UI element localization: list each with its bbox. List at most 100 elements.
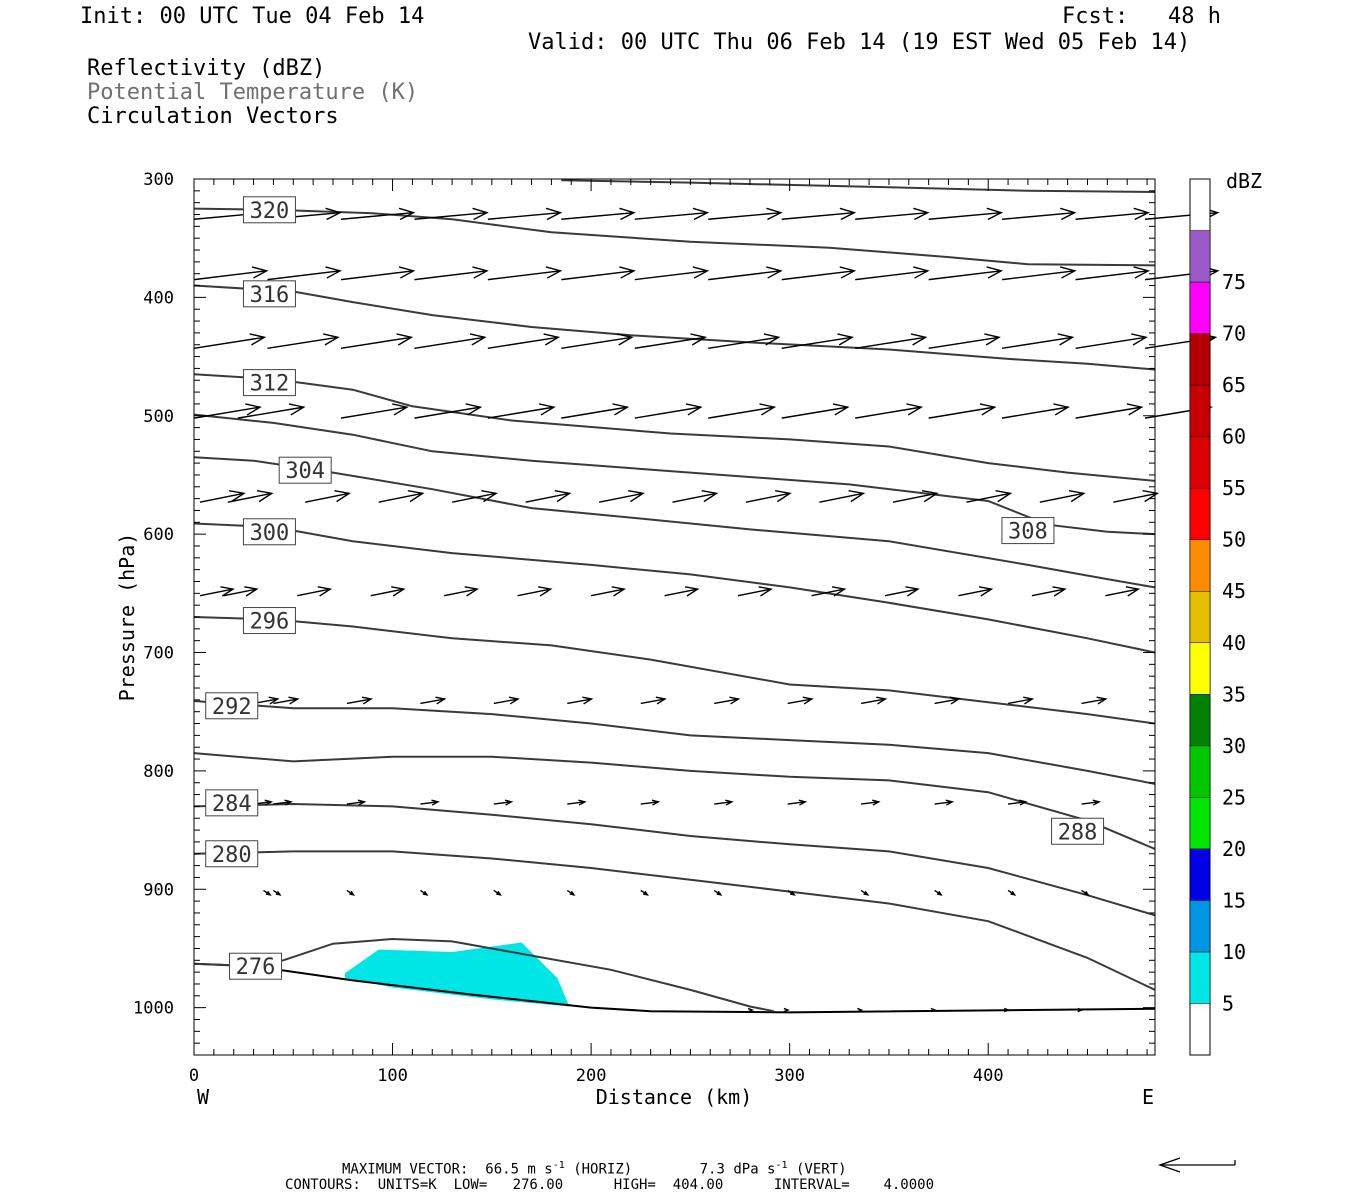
contour-label-text: 296 bbox=[250, 610, 290, 635]
circulation-vector bbox=[634, 403, 703, 419]
vector-head bbox=[396, 333, 414, 346]
circulation-vector bbox=[414, 207, 489, 221]
theta-contour-292 bbox=[194, 700, 1155, 785]
vector-head bbox=[284, 799, 293, 806]
vector-head bbox=[945, 799, 955, 806]
circulation-vector bbox=[781, 333, 854, 349]
vector-head bbox=[1131, 333, 1148, 346]
circulation-vector bbox=[1031, 586, 1067, 597]
vector-head bbox=[725, 799, 734, 806]
vector-head bbox=[930, 1007, 937, 1013]
vector-shaft bbox=[305, 492, 350, 503]
colorbar-swatch bbox=[1189, 745, 1211, 798]
vector-shaft bbox=[781, 406, 848, 419]
vector-shaft bbox=[451, 492, 497, 503]
colorbar: 5 10 15 20 25 30 35 40 45 50 55 60 65 70 75 bbox=[1189, 178, 1246, 1056]
circulation-vector bbox=[934, 696, 961, 705]
y-tick-label: 900 bbox=[143, 880, 174, 900]
vector-head bbox=[1059, 266, 1077, 279]
forecast-hour: Fcst: 48 h bbox=[1062, 4, 1221, 29]
vector-head bbox=[464, 586, 480, 597]
vector-shaft bbox=[855, 336, 926, 349]
vector-shaft bbox=[1031, 588, 1066, 597]
vector-head bbox=[949, 696, 961, 705]
circulation-vector bbox=[1002, 266, 1077, 281]
circulation-vector bbox=[561, 207, 636, 221]
vector-shaft bbox=[487, 211, 561, 220]
theta-contour-280 bbox=[194, 850, 1155, 991]
vector-head bbox=[1060, 207, 1077, 221]
circulation-vector bbox=[267, 333, 340, 349]
vector-shaft bbox=[855, 406, 922, 419]
colorbar-label: 10 bbox=[1222, 940, 1246, 964]
contour-label-312: 312 bbox=[242, 369, 296, 397]
vector-head bbox=[508, 696, 520, 705]
colorbar-swatch bbox=[1189, 642, 1211, 695]
vector-head bbox=[349, 890, 356, 896]
vector-head bbox=[391, 586, 406, 597]
circulation-vector bbox=[857, 1007, 864, 1013]
circulation-vector bbox=[811, 586, 847, 597]
circulation-vector bbox=[928, 333, 1001, 349]
vector-shaft bbox=[567, 698, 592, 705]
circulation-vector bbox=[672, 489, 719, 503]
circulation-vector bbox=[1002, 333, 1075, 349]
vector-shaft bbox=[781, 211, 855, 220]
circulation-vector bbox=[855, 333, 928, 349]
vector-shaft bbox=[934, 698, 959, 705]
colorbar-swatch bbox=[1189, 694, 1211, 747]
vector-shaft bbox=[193, 406, 261, 419]
colorbar-label: 35 bbox=[1222, 682, 1246, 706]
circulation-vector bbox=[561, 333, 634, 349]
max-vector-note: MAXIMUM VECTOR: 66.5 m s-1 (HORIZ) 7.3 d… bbox=[342, 1160, 847, 1178]
vector-head bbox=[545, 207, 563, 221]
contour-label-text: 284 bbox=[212, 792, 252, 817]
circulation-vector bbox=[340, 403, 409, 419]
vector-head bbox=[913, 266, 930, 279]
vector-shaft bbox=[1007, 801, 1026, 805]
circulation-vector bbox=[227, 489, 274, 503]
vector-head bbox=[1125, 586, 1141, 597]
contour-label-284: 284 bbox=[205, 789, 259, 817]
vector-shaft bbox=[487, 336, 559, 349]
vector-head bbox=[422, 890, 429, 896]
circulation-vector bbox=[708, 333, 781, 349]
y-tick-label: 600 bbox=[143, 525, 174, 545]
circulation-vector bbox=[928, 403, 997, 419]
circulation-vector bbox=[861, 696, 888, 705]
colorbar-label: 45 bbox=[1222, 579, 1246, 603]
vector-head bbox=[1057, 333, 1075, 346]
circulation-vector bbox=[713, 889, 723, 896]
contour-label-text: 276 bbox=[236, 955, 276, 980]
circulation-vector bbox=[1039, 489, 1086, 503]
vector-head bbox=[839, 266, 857, 279]
vector-head bbox=[1096, 696, 1108, 705]
y-tick-label: 800 bbox=[143, 762, 174, 782]
vector-head bbox=[832, 403, 850, 416]
colorbar-swatch bbox=[1189, 590, 1211, 644]
vector-head bbox=[906, 403, 924, 416]
vector-shaft bbox=[1075, 406, 1142, 419]
vector-shaft bbox=[444, 588, 478, 597]
vector-head bbox=[323, 333, 340, 346]
vector-head bbox=[288, 403, 306, 416]
circulation-vector bbox=[958, 586, 994, 597]
vector-head bbox=[612, 403, 630, 416]
x-tick-label: 200 bbox=[576, 1066, 607, 1086]
vector-head bbox=[863, 890, 870, 896]
contour-label-text: 292 bbox=[212, 695, 252, 720]
vector-head bbox=[747, 1007, 755, 1013]
vector-head bbox=[798, 799, 808, 806]
contour-label-276: 276 bbox=[229, 952, 283, 980]
vector-head bbox=[655, 696, 667, 705]
vector-shaft bbox=[340, 406, 408, 419]
circulation-vector bbox=[199, 586, 235, 597]
vector-head bbox=[978, 586, 994, 597]
terrain-line bbox=[194, 962, 1155, 1014]
circulation-vector bbox=[487, 403, 556, 419]
legend-reflectivity: Reflectivity (dBZ) bbox=[87, 56, 326, 81]
colorbar-label: 55 bbox=[1222, 476, 1246, 500]
vector-head bbox=[701, 489, 719, 503]
circulation-vector bbox=[1075, 207, 1151, 221]
vector-head bbox=[288, 696, 300, 705]
